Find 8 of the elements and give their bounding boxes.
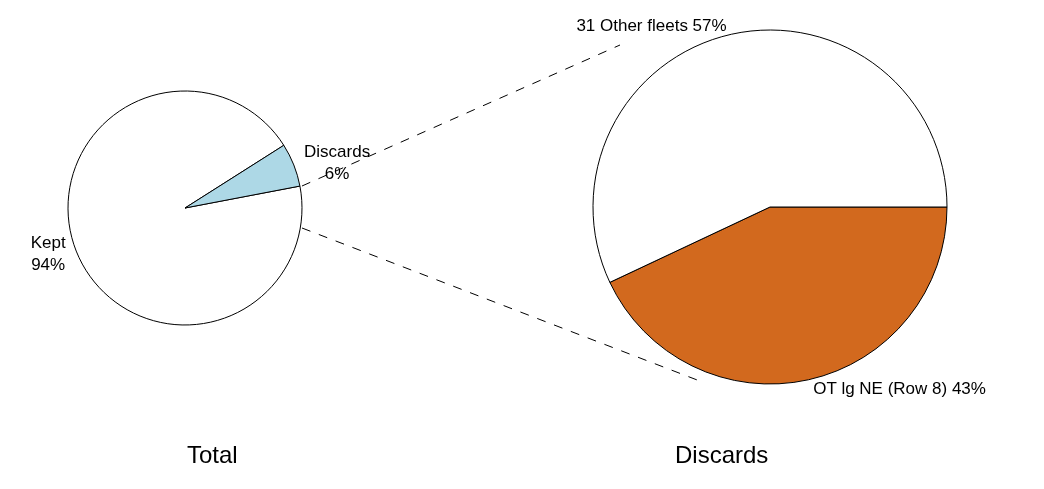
slice-label: Kept [30, 233, 66, 253]
slice-label: 31 Other fleets 57% [576, 15, 727, 35]
text: Total [187, 441, 238, 468]
data-label: 94% [31, 255, 66, 275]
slice-label: Discards [304, 141, 371, 161]
data-label: 6% [324, 163, 350, 183]
text: Discards [675, 441, 769, 468]
slice-label: OT lg NE (Row 8) 43% [813, 379, 986, 399]
